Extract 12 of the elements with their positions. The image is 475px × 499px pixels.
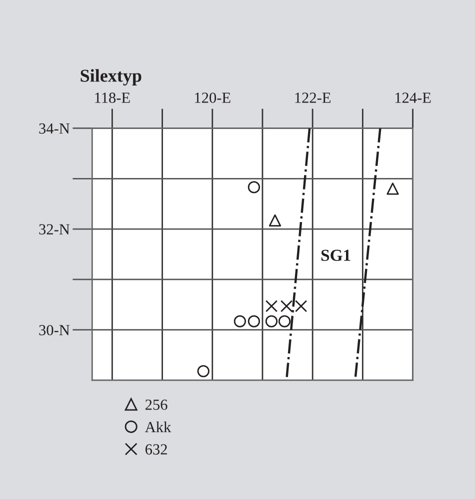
y-tick-label: 32-N bbox=[39, 224, 70, 234]
x-tick-label: 124-E bbox=[395, 92, 431, 103]
x-tick-label: 118-E bbox=[95, 92, 130, 103]
annotation: SG1 bbox=[321, 250, 350, 261]
legend-label: 256 bbox=[146, 400, 168, 410]
y-tick-label: 34-N bbox=[39, 123, 70, 134]
legend-label: Akk bbox=[145, 421, 172, 432]
legend-label: 632 bbox=[146, 444, 167, 455]
chart-title: Silextyp bbox=[80, 69, 142, 86]
x-tick-label: 120-E bbox=[195, 92, 230, 103]
y-tick-label: 30-N bbox=[39, 324, 70, 336]
x-tick-label: 122-E bbox=[295, 92, 330, 103]
